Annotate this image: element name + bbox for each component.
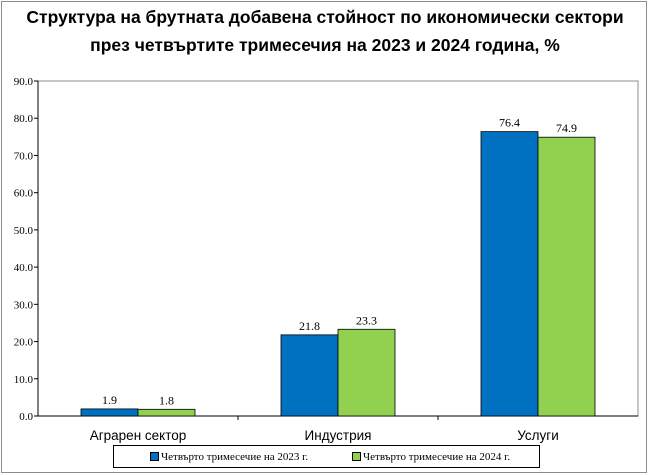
legend-label-2023: Четвърто тримесечие на 2023 г. [161, 451, 309, 463]
y-tick-label: 50.0 [14, 225, 34, 237]
y-tick-label: 90.0 [14, 76, 34, 88]
x-category-label: Услуги [517, 428, 559, 443]
legend-item-2023: Четвърто тримесечие на 2023 г. [150, 451, 308, 464]
y-tick-label: 80.0 [14, 113, 34, 125]
y-tick-label: 20.0 [14, 337, 34, 349]
data-label: 76.4 [499, 116, 520, 130]
legend-swatch-2024 [352, 451, 361, 461]
legend-label-2024: Четвърто тримесечие на 2024 г. [363, 451, 511, 463]
x-category-label: Аграрен сектор [90, 428, 187, 443]
y-tick-label: 40.0 [14, 262, 34, 274]
legend: Четвърто тримесечие на 2023 г. Четвърто … [113, 445, 540, 468]
data-label: 23.3 [356, 313, 377, 327]
chart-title-line-2: през четвъртите тримесечия на 2023 и 202… [90, 35, 560, 55]
bar [137, 408, 196, 417]
data-label: 1.8 [159, 393, 174, 407]
legend-item-2024: Четвърто тримесечие на 2024 г. [352, 451, 510, 464]
chart-title-line-1: Структура на брутната добавена стойност … [26, 7, 624, 27]
y-tick-label: 30.0 [14, 299, 34, 311]
bar [337, 328, 396, 417]
data-label: 21.8 [299, 319, 320, 333]
y-tick-label: 10.0 [14, 374, 34, 386]
y-tick-label: 0.0 [19, 411, 33, 423]
y-tick-label: 70.0 [14, 150, 34, 162]
data-label: 74.9 [556, 121, 577, 135]
y-tick-label: 60.0 [14, 188, 34, 200]
bar [80, 408, 139, 417]
legend-swatch-2023 [150, 451, 159, 461]
bar [480, 131, 539, 417]
x-category-label: Индустрия [305, 428, 372, 443]
data-label: 1.9 [102, 393, 117, 407]
bar [537, 136, 596, 417]
bar [280, 334, 339, 417]
